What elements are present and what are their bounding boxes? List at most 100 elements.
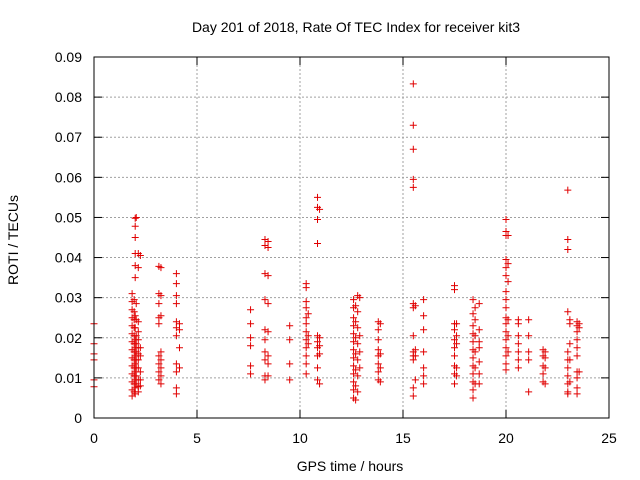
data-point [247, 370, 255, 378]
data-point [475, 338, 483, 346]
data-point [157, 312, 165, 320]
data-point [514, 340, 522, 348]
data-point [453, 320, 461, 328]
data-point [471, 364, 479, 372]
data-point [264, 328, 272, 336]
data-point [356, 332, 364, 340]
data-point [134, 364, 142, 372]
data-point [502, 288, 510, 296]
data-point [502, 336, 510, 344]
data-point [314, 364, 322, 372]
data-point [172, 300, 180, 308]
data-point [471, 332, 479, 340]
data-point [564, 348, 572, 356]
data-point [302, 336, 310, 344]
data-point [409, 175, 417, 183]
data-point [469, 394, 477, 402]
data-point [131, 234, 139, 241]
data-point [350, 296, 358, 304]
data-point [502, 256, 510, 264]
data-point [502, 320, 510, 328]
data-point [261, 348, 269, 356]
data-point [172, 368, 180, 376]
data-point [502, 215, 510, 223]
data-point [134, 318, 142, 326]
data-point [350, 322, 358, 330]
data-point [350, 386, 358, 394]
data-point [302, 360, 310, 368]
data-point [286, 360, 294, 368]
data-point [573, 374, 581, 382]
data-point [471, 304, 479, 312]
data-point [350, 354, 358, 362]
data-point [504, 260, 512, 268]
data-point [131, 360, 139, 368]
data-point [155, 368, 163, 376]
y-tick-label: 0.01 [55, 370, 82, 386]
data-point [409, 356, 417, 364]
data-point [134, 328, 142, 336]
data-point [175, 344, 183, 352]
data-point [157, 292, 165, 300]
data-point [573, 328, 581, 336]
data-point [564, 372, 572, 380]
data-point [475, 370, 483, 378]
y-tick-label: 0.04 [55, 250, 82, 266]
data-point [376, 320, 384, 328]
data-point [541, 348, 549, 356]
data-point [420, 372, 428, 380]
data-point [469, 310, 477, 318]
data-point [264, 238, 272, 246]
data-point [155, 352, 163, 360]
data-point [525, 316, 533, 324]
data-point [136, 382, 144, 390]
data-point [136, 344, 144, 352]
data-point [420, 312, 428, 320]
data-point [409, 121, 417, 129]
data-point [453, 364, 461, 372]
data-point [573, 336, 581, 344]
data-point [564, 236, 572, 244]
data-point [525, 356, 533, 364]
data-point [411, 346, 419, 354]
data-point [264, 244, 272, 252]
x-axis-label: GPS time / hours [297, 458, 404, 474]
data-point [314, 193, 322, 201]
data-point [411, 352, 419, 360]
data-point [352, 396, 360, 404]
data-point [261, 356, 269, 364]
data-point [409, 183, 417, 191]
data-point [304, 310, 312, 318]
data-point [354, 372, 362, 380]
data-point [316, 380, 324, 388]
data-point [304, 340, 312, 348]
x-tick-label: 25 [601, 430, 617, 446]
data-point [352, 382, 360, 390]
data-point [564, 186, 572, 194]
data-point [264, 360, 272, 368]
data-point [316, 334, 324, 342]
data-point [451, 286, 458, 294]
data-point [302, 298, 310, 306]
data-point [451, 380, 458, 388]
data-point [302, 284, 310, 292]
data-point [409, 384, 417, 392]
data-point [131, 214, 139, 222]
data-point [157, 264, 165, 272]
y-tick-label: 0.06 [55, 169, 82, 185]
data-point [374, 346, 382, 354]
data-point [564, 308, 572, 316]
data-point [136, 376, 144, 384]
gridlines [94, 57, 609, 418]
data-point [451, 344, 458, 352]
data-point [352, 334, 360, 342]
y-tick-label: 0.08 [55, 89, 82, 105]
data-point [302, 352, 310, 360]
y-tick-label: 0.07 [55, 129, 82, 145]
data-point [175, 326, 183, 334]
data-point [504, 231, 512, 239]
data-point [302, 344, 310, 352]
data-point [409, 332, 417, 340]
data-point [264, 300, 272, 308]
data-point [131, 384, 139, 392]
